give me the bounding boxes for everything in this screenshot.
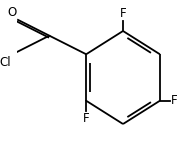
Text: F: F xyxy=(120,7,126,20)
Text: F: F xyxy=(83,112,89,125)
Text: F: F xyxy=(171,94,177,107)
Text: O: O xyxy=(7,6,17,19)
Text: Cl: Cl xyxy=(0,56,11,69)
